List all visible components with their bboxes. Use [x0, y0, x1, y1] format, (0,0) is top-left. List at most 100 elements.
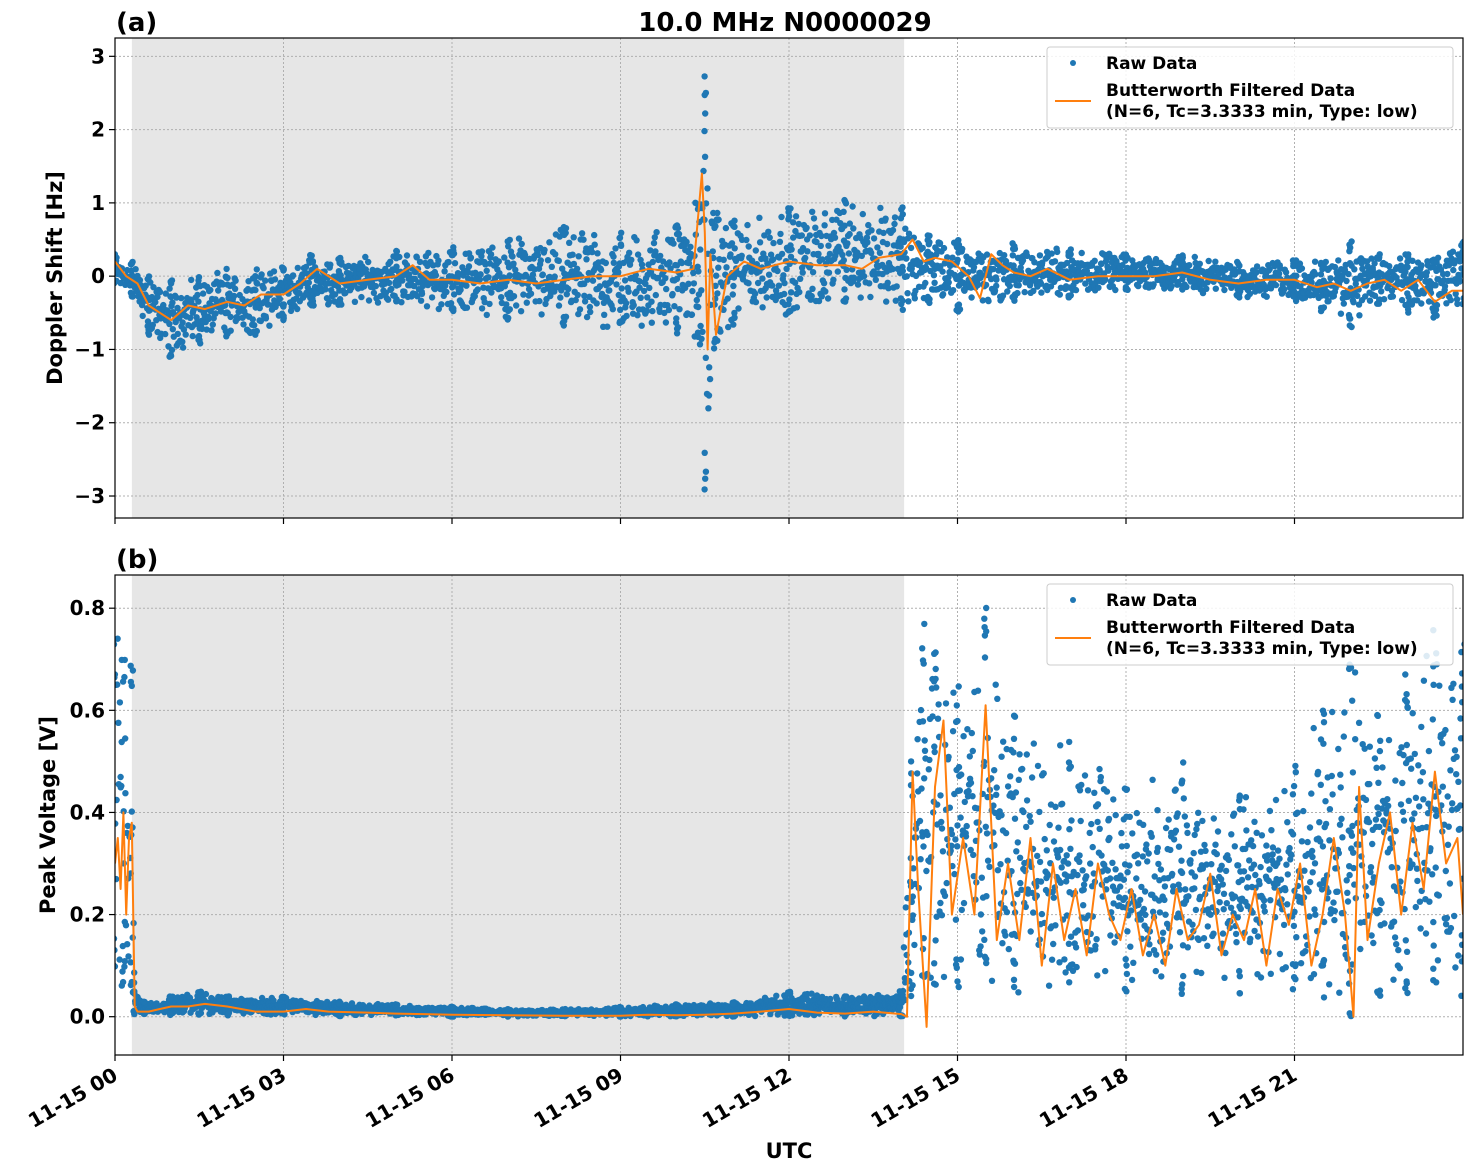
raw-data-point [1146, 941, 1153, 948]
raw-data-point [933, 684, 940, 691]
raw-data-point [327, 261, 334, 268]
raw-data-point [787, 307, 794, 315]
raw-data-point [695, 303, 702, 311]
raw-data-point [1064, 860, 1072, 867]
raw-data-point [1145, 850, 1152, 857]
raw-data-point [1011, 815, 1019, 822]
raw-data-point [609, 306, 616, 313]
raw-data-point [331, 291, 339, 298]
panel-a-label: (a) [116, 8, 157, 38]
raw-data-point [1153, 951, 1160, 958]
raw-data-point [1404, 254, 1412, 261]
raw-data-point [902, 904, 909, 911]
raw-data-point [991, 767, 998, 774]
raw-data-point [618, 229, 625, 236]
raw-data-point [653, 229, 660, 236]
raw-data-point [763, 294, 770, 301]
raw-data-point [527, 290, 535, 297]
raw-data-point [1067, 845, 1074, 852]
raw-data-point [1140, 821, 1147, 828]
raw-data-point [921, 737, 928, 744]
raw-data-point [557, 294, 564, 301]
raw-data-point [1012, 789, 1020, 796]
raw-data-point [418, 290, 426, 297]
raw-data-point [122, 790, 129, 797]
raw-data-point [918, 785, 925, 792]
raw-data-point [128, 293, 135, 300]
raw-data-point [978, 874, 985, 881]
raw-data-point [197, 340, 204, 347]
raw-data-point [262, 315, 270, 322]
raw-data-point [348, 1000, 356, 1007]
raw-data-point [885, 285, 892, 292]
raw-data-point [169, 326, 176, 333]
raw-data-point [802, 254, 809, 262]
raw-data-point [1077, 817, 1084, 825]
raw-data-point [1036, 808, 1043, 816]
raw-data-point [1050, 838, 1058, 845]
raw-data-point [700, 167, 707, 175]
raw-data-point [1135, 282, 1142, 290]
raw-data-point [647, 247, 654, 254]
raw-data-point [203, 326, 210, 333]
raw-data-point [921, 775, 928, 782]
raw-data-point [1086, 829, 1093, 837]
raw-data-point [809, 208, 816, 215]
raw-data-point [999, 292, 1007, 299]
raw-data-point [728, 240, 736, 247]
raw-data-point [618, 285, 625, 292]
raw-data-point [1002, 829, 1010, 837]
raw-data-point [880, 229, 887, 237]
raw-data-point [597, 266, 605, 274]
raw-data-point [806, 232, 814, 239]
raw-data-point [1343, 277, 1350, 285]
raw-data-point [812, 224, 819, 231]
raw-data-point [985, 297, 992, 305]
raw-data-point [194, 291, 201, 299]
raw-data-point [483, 267, 490, 274]
raw-data-point [1096, 825, 1103, 832]
raw-data-point [926, 299, 933, 307]
raw-data-point [465, 263, 473, 270]
raw-data-point [954, 237, 961, 245]
raw-data-point [785, 301, 792, 308]
raw-data-point [690, 280, 698, 287]
raw-data-point [702, 200, 710, 207]
raw-data-point [650, 239, 658, 247]
raw-data-point [1013, 848, 1020, 855]
legend-a-filtered-label-2: (N=6, Tc=3.3333 min, Type: low) [1106, 102, 1418, 122]
raw-data-point [1052, 803, 1059, 810]
raw-data-point [933, 913, 940, 920]
raw-data-point [863, 234, 871, 241]
raw-data-point [561, 231, 568, 239]
raw-data-point [1087, 860, 1094, 867]
raw-data-point [612, 245, 619, 252]
raw-data-point [419, 282, 427, 290]
raw-data-point [483, 311, 490, 319]
raw-data-point [1004, 783, 1012, 790]
raw-data-point [1079, 867, 1086, 874]
raw-data-point [1050, 894, 1058, 901]
raw-data-point [253, 266, 260, 273]
raw-data-point [1080, 886, 1087, 893]
raw-data-point [487, 251, 495, 258]
raw-data-point [948, 830, 956, 838]
raw-data-point [215, 287, 222, 294]
raw-data-point [956, 787, 963, 794]
raw-data-point [701, 73, 708, 80]
raw-data-point [988, 977, 996, 984]
raw-data-point [701, 486, 708, 493]
raw-data-point [570, 234, 577, 241]
raw-data-point [586, 303, 594, 311]
raw-data-point [541, 246, 548, 254]
raw-data-point [1059, 800, 1066, 807]
raw-data-point [1111, 939, 1118, 946]
raw-data-point [1137, 916, 1145, 923]
raw-data-point [1015, 776, 1022, 783]
raw-data-point [1063, 852, 1070, 859]
raw-data-point [661, 309, 668, 317]
raw-data-point [968, 294, 975, 301]
raw-data-point [195, 334, 202, 341]
raw-data-point [779, 1000, 786, 1007]
raw-data-point [617, 241, 625, 248]
